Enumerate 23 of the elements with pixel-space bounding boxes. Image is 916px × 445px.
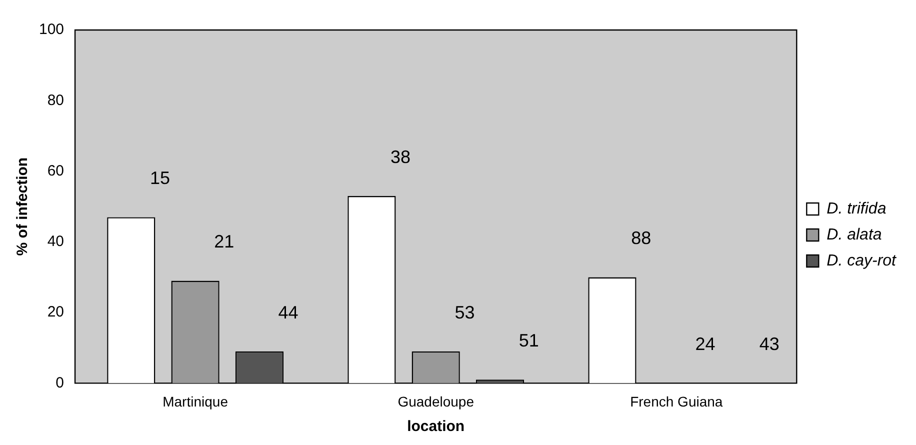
annotation: 24 — [695, 334, 716, 354]
legend-label: D. cay-rot — [826, 252, 897, 270]
annotation: 15 — [150, 168, 170, 188]
y-tick-label: 80 — [47, 92, 64, 109]
annotation: 53 — [454, 302, 475, 322]
annotation: 88 — [631, 228, 652, 248]
annotation: 43 — [759, 334, 780, 354]
y-tick-label: 100 — [38, 21, 64, 38]
annotation: 51 — [518, 330, 539, 351]
annotation: 21 — [214, 232, 234, 252]
x-tick-label: Guadeloupe — [398, 393, 474, 410]
x-tick-label: French Guiana — [630, 393, 723, 410]
legend-label: D. trifida — [826, 200, 886, 218]
y-tick-label: 0 — [56, 374, 64, 392]
legend-label: D. alata — [826, 226, 882, 244]
y-tick-label: 40 — [47, 233, 64, 250]
annotation: 38 — [390, 146, 411, 167]
y-tick-label: 60 — [47, 162, 64, 180]
y-tick-label: 20 — [47, 304, 64, 321]
x-axis-title: location — [407, 418, 465, 436]
annotation: 44 — [278, 302, 298, 322]
y-axis-title: % of infection — [14, 157, 32, 256]
x-tick-label: Martinique — [162, 393, 228, 410]
